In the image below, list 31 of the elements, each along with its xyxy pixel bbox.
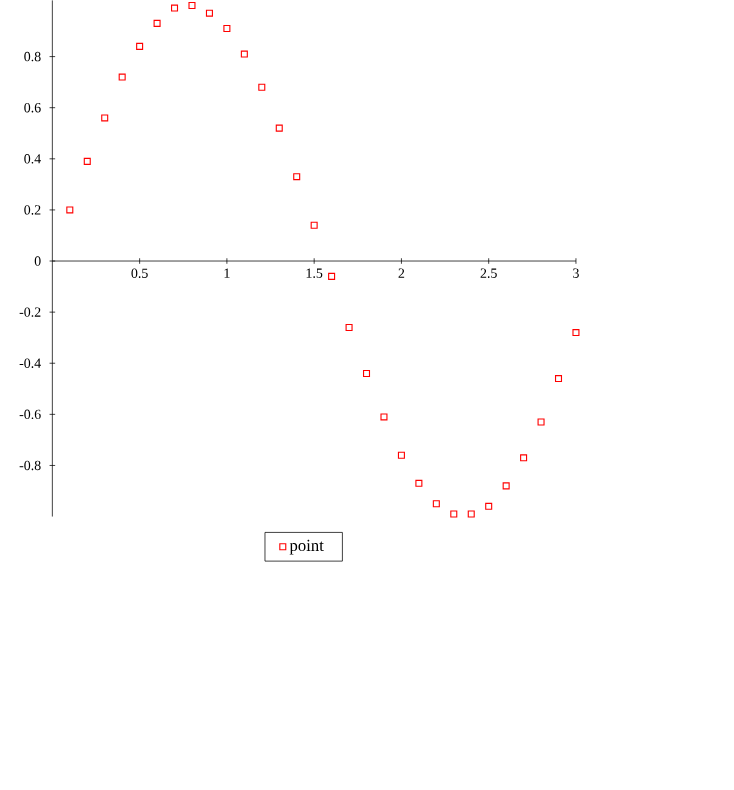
point (363, 369, 371, 377)
point (136, 42, 144, 50)
point (380, 413, 388, 421)
point (241, 50, 249, 58)
point (450, 510, 458, 518)
point (485, 502, 493, 510)
point (537, 418, 545, 426)
point (206, 9, 214, 17)
point (433, 500, 441, 508)
point (188, 1, 196, 10)
point (328, 272, 336, 280)
point (502, 482, 510, 490)
point (345, 323, 353, 331)
point (415, 479, 423, 487)
point (398, 451, 406, 459)
point (66, 206, 74, 214)
point (258, 83, 266, 91)
point (101, 114, 109, 122)
point (520, 454, 528, 462)
point (555, 375, 563, 383)
point (293, 173, 301, 181)
point (153, 19, 161, 27)
point (276, 124, 284, 132)
legend-label: point (290, 539, 325, 555)
point (84, 157, 92, 165)
point (572, 329, 580, 337)
point (118, 73, 126, 81)
point (223, 24, 231, 33)
point (467, 510, 476, 518)
point (310, 221, 318, 229)
point (171, 4, 179, 12)
